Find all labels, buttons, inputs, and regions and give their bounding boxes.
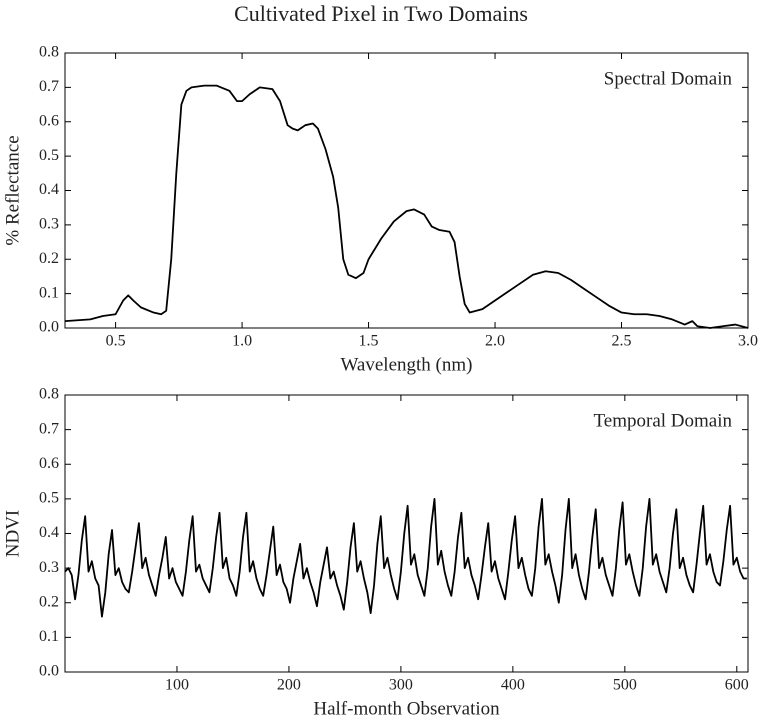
figure-title: Cultivated Pixel in Two Domains (234, 1, 528, 26)
x-tick-label: 3.0 (738, 333, 758, 350)
x-tick-label: 1.5 (359, 333, 379, 350)
y-tick-label: 0.8 (39, 386, 59, 403)
y-tick-label: 0.5 (39, 147, 59, 164)
y-tick-label: 0.7 (39, 420, 59, 437)
y-tick-label: 0.4 (39, 181, 59, 198)
y-axis-label: NDVI (2, 510, 23, 558)
x-axis-label: Half-month Observation (313, 698, 500, 719)
y-tick-label: 0.8 (39, 44, 59, 61)
y-tick-label: 0.6 (39, 112, 59, 129)
x-tick-label: 0.5 (106, 333, 126, 350)
x-axis-label: Wavelength (nm) (341, 354, 473, 375)
x-tick-label: 300 (389, 677, 413, 694)
y-tick-label: 0.2 (39, 593, 59, 610)
x-tick-label: 600 (725, 677, 749, 694)
x-tick-label: 100 (165, 677, 189, 694)
plot-frame (64, 52, 749, 329)
y-tick-label: 0.1 (39, 284, 59, 301)
data-line (64, 497, 747, 618)
y-tick-label: 0.7 (39, 78, 59, 95)
y-tick-label: 0.3 (39, 216, 59, 233)
y-tick-label: 0.3 (39, 559, 59, 576)
y-tick-label: 0.0 (39, 319, 59, 336)
data-line (64, 84, 749, 329)
x-tick-label: 500 (613, 677, 637, 694)
x-tick-label: 200 (277, 677, 301, 694)
x-tick-label: 2.5 (612, 333, 632, 350)
y-tick-label: 0.6 (39, 455, 59, 472)
y-tick-label: 0.1 (39, 628, 59, 645)
y-tick-label: 0.5 (39, 490, 59, 507)
annotation: Temporal Domain (594, 410, 733, 431)
y-tick-label: 0.2 (39, 250, 59, 267)
x-tick-label: 2.0 (485, 333, 505, 350)
annotation: Spectral Domain (604, 68, 733, 89)
y-axis-label: % Reflectance (2, 135, 23, 245)
x-tick-label: 1.0 (232, 333, 252, 350)
y-tick-label: 0.0 (39, 663, 59, 680)
y-tick-label: 0.4 (39, 524, 59, 541)
x-tick-label: 400 (501, 677, 525, 694)
